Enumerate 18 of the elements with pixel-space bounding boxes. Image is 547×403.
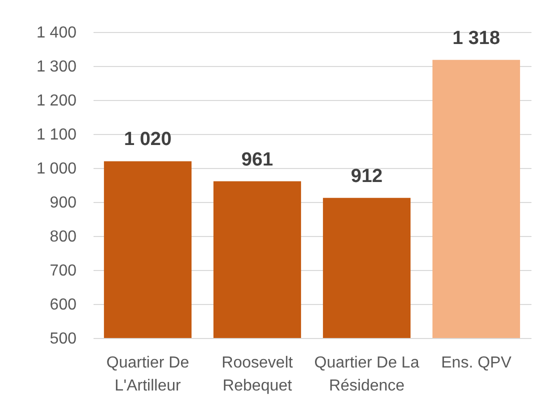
y-tick-label: 1 300 [36, 58, 77, 76]
y-tick-label: 800 [50, 228, 77, 246]
y-tick-label: 900 [50, 194, 77, 212]
y-tick-label: 700 [50, 262, 77, 280]
x-tick-label: Roosevelt Rebequet [222, 354, 294, 394]
y-tick-label: 1 200 [36, 92, 77, 110]
x-tick-label: Quartier De La Résidence [314, 354, 420, 394]
y-tick-label: 1 000 [36, 160, 77, 178]
data-label: 1 318 [452, 28, 500, 49]
x-tick-label: Quartier De L'Artilleur [106, 354, 190, 394]
data-label: 1 020 [124, 129, 172, 150]
y-tick-label: 1 100 [36, 126, 77, 144]
y-tick-label: 1 400 [36, 24, 77, 42]
x-tick-label: Ens. QPV [441, 354, 512, 372]
y-tick-label: 500 [50, 330, 77, 348]
data-label: 912 [350, 166, 383, 187]
y-tick-label: 600 [50, 296, 77, 314]
data-label: 961 [241, 149, 274, 170]
